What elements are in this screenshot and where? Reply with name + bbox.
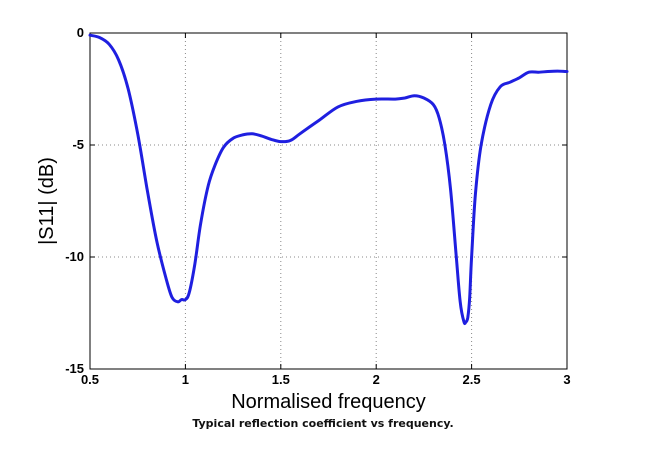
x-tick-label: 1 <box>182 372 189 387</box>
y-axis-title: |S11| (dB) <box>36 157 58 245</box>
y-tick-label: -10 <box>65 249 84 264</box>
figure-caption: Typical reflection coefficient vs freque… <box>192 417 454 430</box>
y-tick-label: -15 <box>65 361 84 376</box>
x-tick-label: 2.5 <box>463 372 481 387</box>
y-tick-label: -5 <box>72 137 84 152</box>
x-tick-label: 3 <box>563 372 570 387</box>
x-tick-label: 0.5 <box>81 372 99 387</box>
plot-frame <box>89 32 568 370</box>
x-axis-title: Normalised frequency <box>231 391 426 413</box>
x-tick-label: 1.5 <box>272 372 290 387</box>
grid <box>90 33 567 369</box>
y-tick-label: 0 <box>77 25 84 40</box>
ticks: 0.5 1 1.5 2 2.5 3 0 -5 -10 -15 <box>65 25 570 387</box>
x-tick-label: 2 <box>373 372 380 387</box>
series-line <box>88 33 569 326</box>
chart-svg: 0.5 1 1.5 2 2.5 3 0 -5 -10 -15 Normalised frequen… <box>36 25 571 413</box>
